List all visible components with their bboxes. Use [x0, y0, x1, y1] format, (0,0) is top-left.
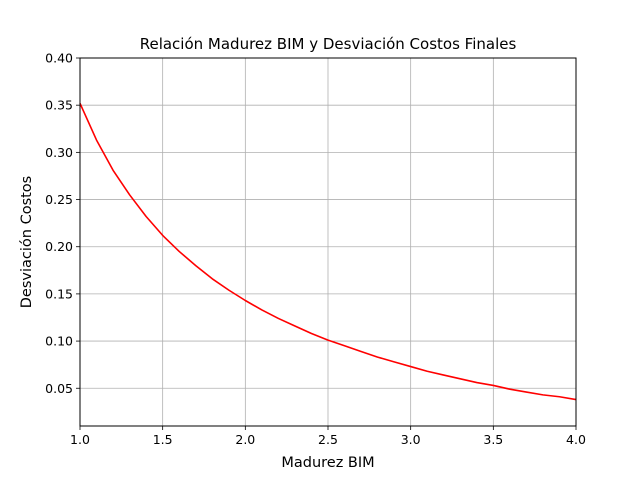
- chart-title: Relación Madurez BIM y Desviación Costos…: [140, 35, 517, 53]
- x-tick-label: 3.5: [483, 432, 503, 447]
- series-line: [79, 102, 577, 401]
- x-tick-label: 2.5: [318, 432, 338, 447]
- y-tick-label: 0.40: [45, 51, 73, 66]
- grid: [79, 57, 577, 426]
- x-tick-label: 4.0: [566, 432, 586, 447]
- x-tick-label: 3.0: [401, 432, 421, 447]
- y-tick-label: 0.35: [45, 98, 73, 113]
- x-tick-label: 1.5: [153, 432, 173, 447]
- x-axis-label: Madurez BIM: [281, 455, 374, 471]
- y-tick-label: 0.20: [45, 239, 73, 254]
- y-tick-label: 0.10: [45, 334, 73, 349]
- x-tick-label: 1.0: [70, 432, 90, 447]
- y-axis: 0.05 0.10 0.15 0.20 0.25 0.30 0.35 0.40: [45, 51, 80, 396]
- y-tick-label: 0.15: [45, 286, 73, 301]
- y-tick-label: 0.25: [45, 192, 73, 207]
- y-tick-label: 0.05: [45, 381, 73, 396]
- x-axis: 1.0 1.5 2.0 2.5 3.0 3.5 4.0: [70, 426, 586, 447]
- y-tick-label: 0.30: [45, 145, 73, 160]
- y-axis-label: Desviación Costos: [19, 176, 35, 308]
- x-tick-label: 2.0: [235, 432, 255, 447]
- series-group: [79, 102, 577, 401]
